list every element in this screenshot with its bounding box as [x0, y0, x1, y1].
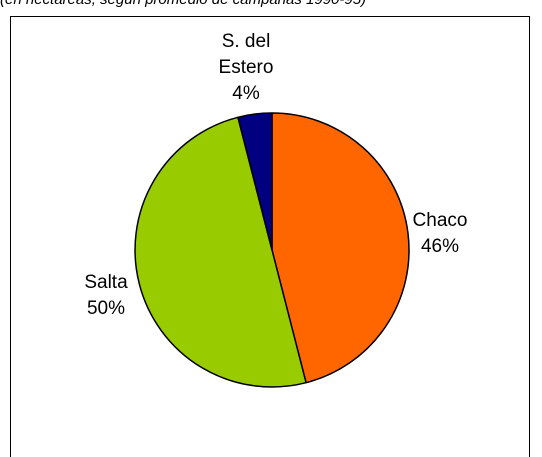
chart-caption: (en hectáreas, según promedio de campaña…	[0, 0, 542, 11]
pie-slice-s-del-estero	[237, 112, 273, 251]
data-label-salta: Salta 50%	[84, 272, 128, 319]
data-label-s-del-estero: S. del Estero 4%	[219, 31, 274, 104]
pie-slice-salta	[134, 116, 307, 388]
pie-slice-chaco	[271, 112, 410, 384]
data-label-chaco: Chaco 46%	[413, 210, 468, 257]
